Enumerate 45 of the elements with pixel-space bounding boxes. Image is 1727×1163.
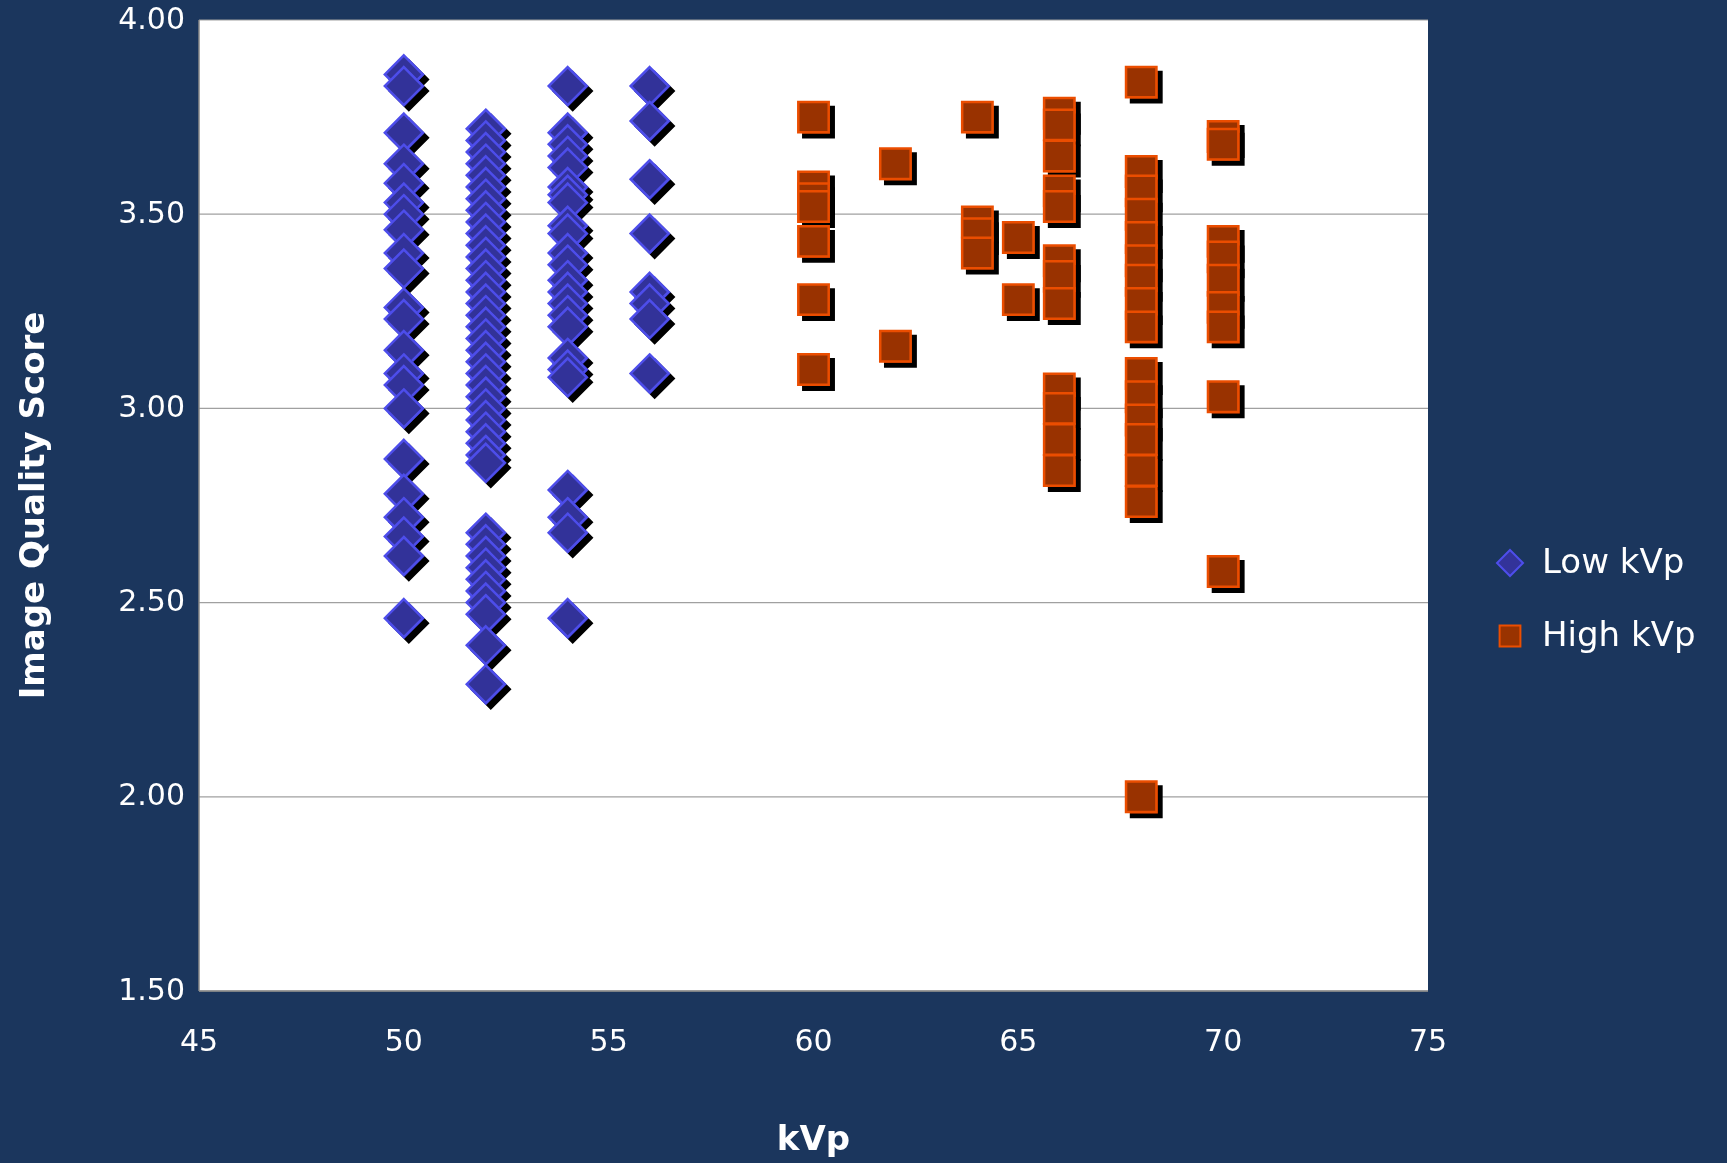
- point: [797, 100, 830, 134]
- point: [878, 147, 912, 181]
- y-tick-label: 4.00: [118, 0, 185, 36]
- point: [960, 236, 994, 270]
- y-tick-label: 3.50: [118, 194, 185, 230]
- point: [1206, 310, 1240, 344]
- y-tick-label: 1.50: [118, 971, 185, 1007]
- point: [878, 329, 912, 363]
- point: [1124, 423, 1158, 456]
- x-axis-title: kVp: [776, 1118, 851, 1158]
- point: [797, 283, 830, 317]
- x-tick-label: 70: [1204, 1023, 1243, 1058]
- point: [1042, 391, 1076, 425]
- point: [797, 353, 830, 387]
- x-tick-label: 60: [794, 1023, 833, 1058]
- point: [1042, 454, 1076, 487]
- point: [1206, 555, 1240, 588]
- point: [1042, 108, 1076, 142]
- x-tick-label: 55: [589, 1023, 628, 1058]
- point: [1042, 189, 1076, 223]
- x-tick-label: 50: [384, 1023, 423, 1058]
- point: [797, 189, 830, 223]
- point: [1124, 310, 1158, 344]
- point: [797, 224, 830, 258]
- point: [1124, 780, 1158, 814]
- point: [1206, 127, 1240, 161]
- point: [1001, 221, 1035, 254]
- point: [960, 100, 994, 134]
- x-tick-label: 65: [999, 1023, 1038, 1058]
- point: [1001, 283, 1035, 317]
- point: [1124, 454, 1158, 487]
- legend-label: High kVp: [1542, 613, 1696, 654]
- point: [1124, 485, 1158, 519]
- y-axis-title: Image Quality Score: [12, 311, 52, 700]
- point: [1206, 380, 1240, 414]
- y-tick-label: 3.00: [118, 388, 185, 424]
- x-tick-label: 75: [1408, 1023, 1448, 1058]
- x-tick-label: 45: [179, 1023, 219, 1058]
- point: [1042, 139, 1076, 173]
- y-tick-label: 2.00: [118, 777, 185, 813]
- point: [1124, 65, 1158, 99]
- point: [1042, 423, 1076, 456]
- legend-label: Low kVp: [1542, 540, 1685, 581]
- y-tick-label: 2.50: [118, 583, 185, 619]
- point: [1042, 287, 1076, 320]
